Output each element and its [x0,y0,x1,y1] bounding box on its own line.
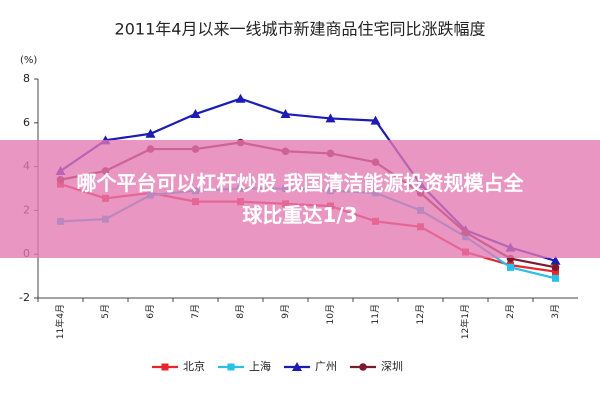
legend-marker [227,363,235,371]
legend-item: 深圳 [350,360,403,373]
y-tick-label: 8 [23,72,30,85]
x-tick-label: 7月 [190,304,201,319]
x-tick-label: 10月 [325,304,336,324]
legend-marker [292,362,302,371]
x-tick-label: 9月 [280,304,291,319]
point [552,268,559,276]
y-tick-label: -2 [19,291,30,304]
point [145,128,156,138]
x-tick-label: 11年4月 [54,304,66,339]
legend-marker [161,363,169,371]
point [235,93,246,103]
x-tick-label: 12月 [415,304,426,324]
legend-label: 北京 [183,359,205,373]
overlay-text: 哪个平台可以杠杆炒股 我国清洁能源投资规模占全 [76,171,524,195]
legend-item: 广州 [284,360,337,373]
legend-label: 广州 [315,360,337,373]
legend-marker [359,363,367,371]
x-tick-label: 3月 [550,304,561,319]
x-tick-label: 8月 [235,304,246,319]
point [551,263,560,272]
overlay-banner: 哪个平台可以杠杆炒股 我国清洁能源投资规模占全 球比重达1/3 [0,140,600,258]
x-tick-label: 11月 [370,304,381,324]
y-tick-label: 6 [23,116,30,129]
point [280,109,291,119]
chart-title: 2011年4月以来一线城市新建商品住宅同比涨跌幅度 [115,20,486,39]
x-tick-label: 6月 [145,304,156,319]
x-tick-label: 12年1月 [459,304,471,339]
point [552,274,559,282]
legend-item: 北京 [152,359,205,373]
point [507,263,514,271]
legend-label: 上海 [249,359,271,373]
y-unit: (%) [20,55,37,66]
legend-item: 上海 [218,359,271,373]
x-tick-label: 2月 [505,304,516,319]
point [325,113,336,123]
overlay-text: 球比重达1/3 [242,203,358,227]
legend-label: 深圳 [381,360,403,373]
point [370,115,381,125]
x-tick-label: 5月 [100,304,111,319]
point [550,255,561,265]
point [190,109,201,119]
